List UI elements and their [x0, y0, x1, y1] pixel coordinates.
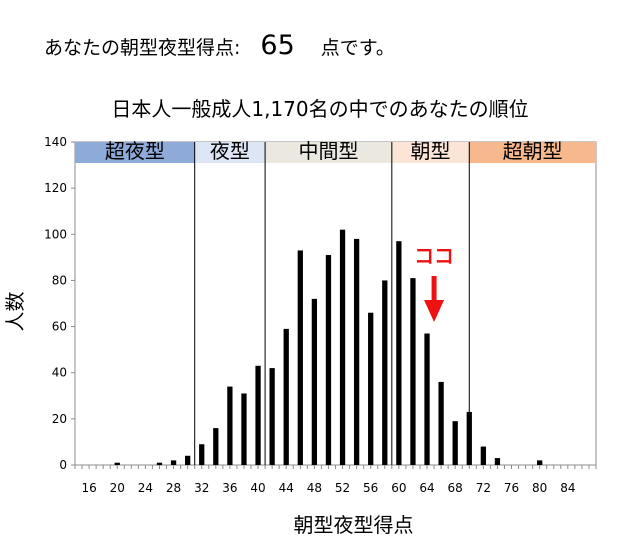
y-tick-label-4: 80 — [52, 273, 67, 287]
x-tick-label-0: 16 — [81, 481, 96, 495]
band-label-2: 中間型 — [298, 139, 358, 163]
bar-4 — [199, 444, 205, 465]
y-tick-label-6: 120 — [44, 181, 67, 195]
x-tick-label-7: 44 — [279, 481, 294, 495]
bar-17 — [382, 280, 388, 465]
bar-9 — [269, 368, 275, 465]
bar-1 — [156, 462, 163, 465]
x-tick-label-2: 24 — [138, 481, 153, 495]
x-tick-label-3: 28 — [166, 481, 181, 495]
bar-16 — [368, 312, 374, 465]
score-prefix: あなたの朝型夜型得点: — [44, 37, 241, 59]
bar-21 — [438, 381, 444, 465]
band-2 — [265, 142, 392, 163]
bar-15 — [353, 238, 360, 465]
bar-22 — [452, 421, 458, 465]
bar-19 — [410, 278, 416, 465]
x-tick-label-11: 60 — [391, 481, 406, 495]
bar-3 — [185, 455, 191, 465]
bar-26 — [537, 460, 543, 465]
bar-23 — [466, 411, 472, 465]
x-tick-label-5: 36 — [222, 481, 237, 495]
y-tick-label-7: 140 — [44, 135, 67, 149]
band-label-4: 超朝型 — [503, 139, 563, 163]
band-label-1: 夜型 — [210, 139, 250, 163]
marker-label: ココ — [414, 244, 454, 268]
bar-20 — [424, 333, 430, 465]
band-label-3: 朝型 — [411, 139, 451, 163]
x-axis-title: 朝型夜型得点 — [294, 513, 414, 537]
band-label-0: 超夜型 — [105, 139, 165, 163]
bar-2 — [170, 460, 177, 465]
bar-14 — [339, 229, 346, 465]
x-tick-label-15: 76 — [504, 481, 519, 495]
bar-7 — [241, 393, 247, 465]
x-tick-label-6: 40 — [250, 481, 265, 495]
bar-11 — [297, 250, 303, 465]
y-tick-label-2: 40 — [52, 366, 67, 380]
bar-24 — [480, 446, 486, 465]
x-tick-label-16: 80 — [532, 481, 547, 495]
bar-25 — [494, 458, 501, 465]
bar-0 — [114, 462, 120, 465]
bar-12 — [311, 298, 318, 465]
x-tick-label-12: 64 — [419, 481, 434, 495]
x-tick-label-8: 48 — [307, 481, 322, 495]
bar-8 — [255, 365, 261, 465]
bar-13 — [325, 255, 332, 465]
bar-6 — [227, 386, 233, 465]
band-0 — [75, 142, 195, 163]
marker-arrow-head — [424, 300, 445, 322]
chart-title: 日本人一般成人1,170名の中でのあなたの順位 — [111, 97, 529, 121]
score-suffix: 点です。 — [320, 37, 395, 59]
x-tick-label-17: 84 — [560, 481, 575, 495]
y-tick-label-0: 0 — [59, 458, 67, 472]
y-tick-label-5: 100 — [44, 227, 67, 241]
plot-frame — [74, 141, 597, 466]
x-tick-label-1: 20 — [110, 481, 125, 495]
band-4 — [469, 142, 596, 163]
x-tick-label-13: 68 — [448, 481, 463, 495]
y-axis-title: 人数 — [3, 292, 27, 332]
bar-18 — [396, 241, 402, 465]
y-tick-label-1: 20 — [52, 412, 67, 426]
score-value: 65 — [260, 30, 295, 61]
band-3 — [391, 142, 470, 163]
x-tick-label-10: 56 — [363, 481, 378, 495]
band-1 — [194, 142, 266, 163]
x-tick-label-14: 72 — [476, 481, 491, 495]
x-tick-label-4: 32 — [194, 481, 209, 495]
x-tick-label-9: 52 — [335, 481, 350, 495]
y-tick-label-3: 60 — [52, 320, 67, 334]
score-line: あなたの朝型夜型得点: 65 点です。 — [44, 30, 395, 64]
bar-10 — [283, 328, 289, 465]
bar-5 — [213, 428, 219, 465]
